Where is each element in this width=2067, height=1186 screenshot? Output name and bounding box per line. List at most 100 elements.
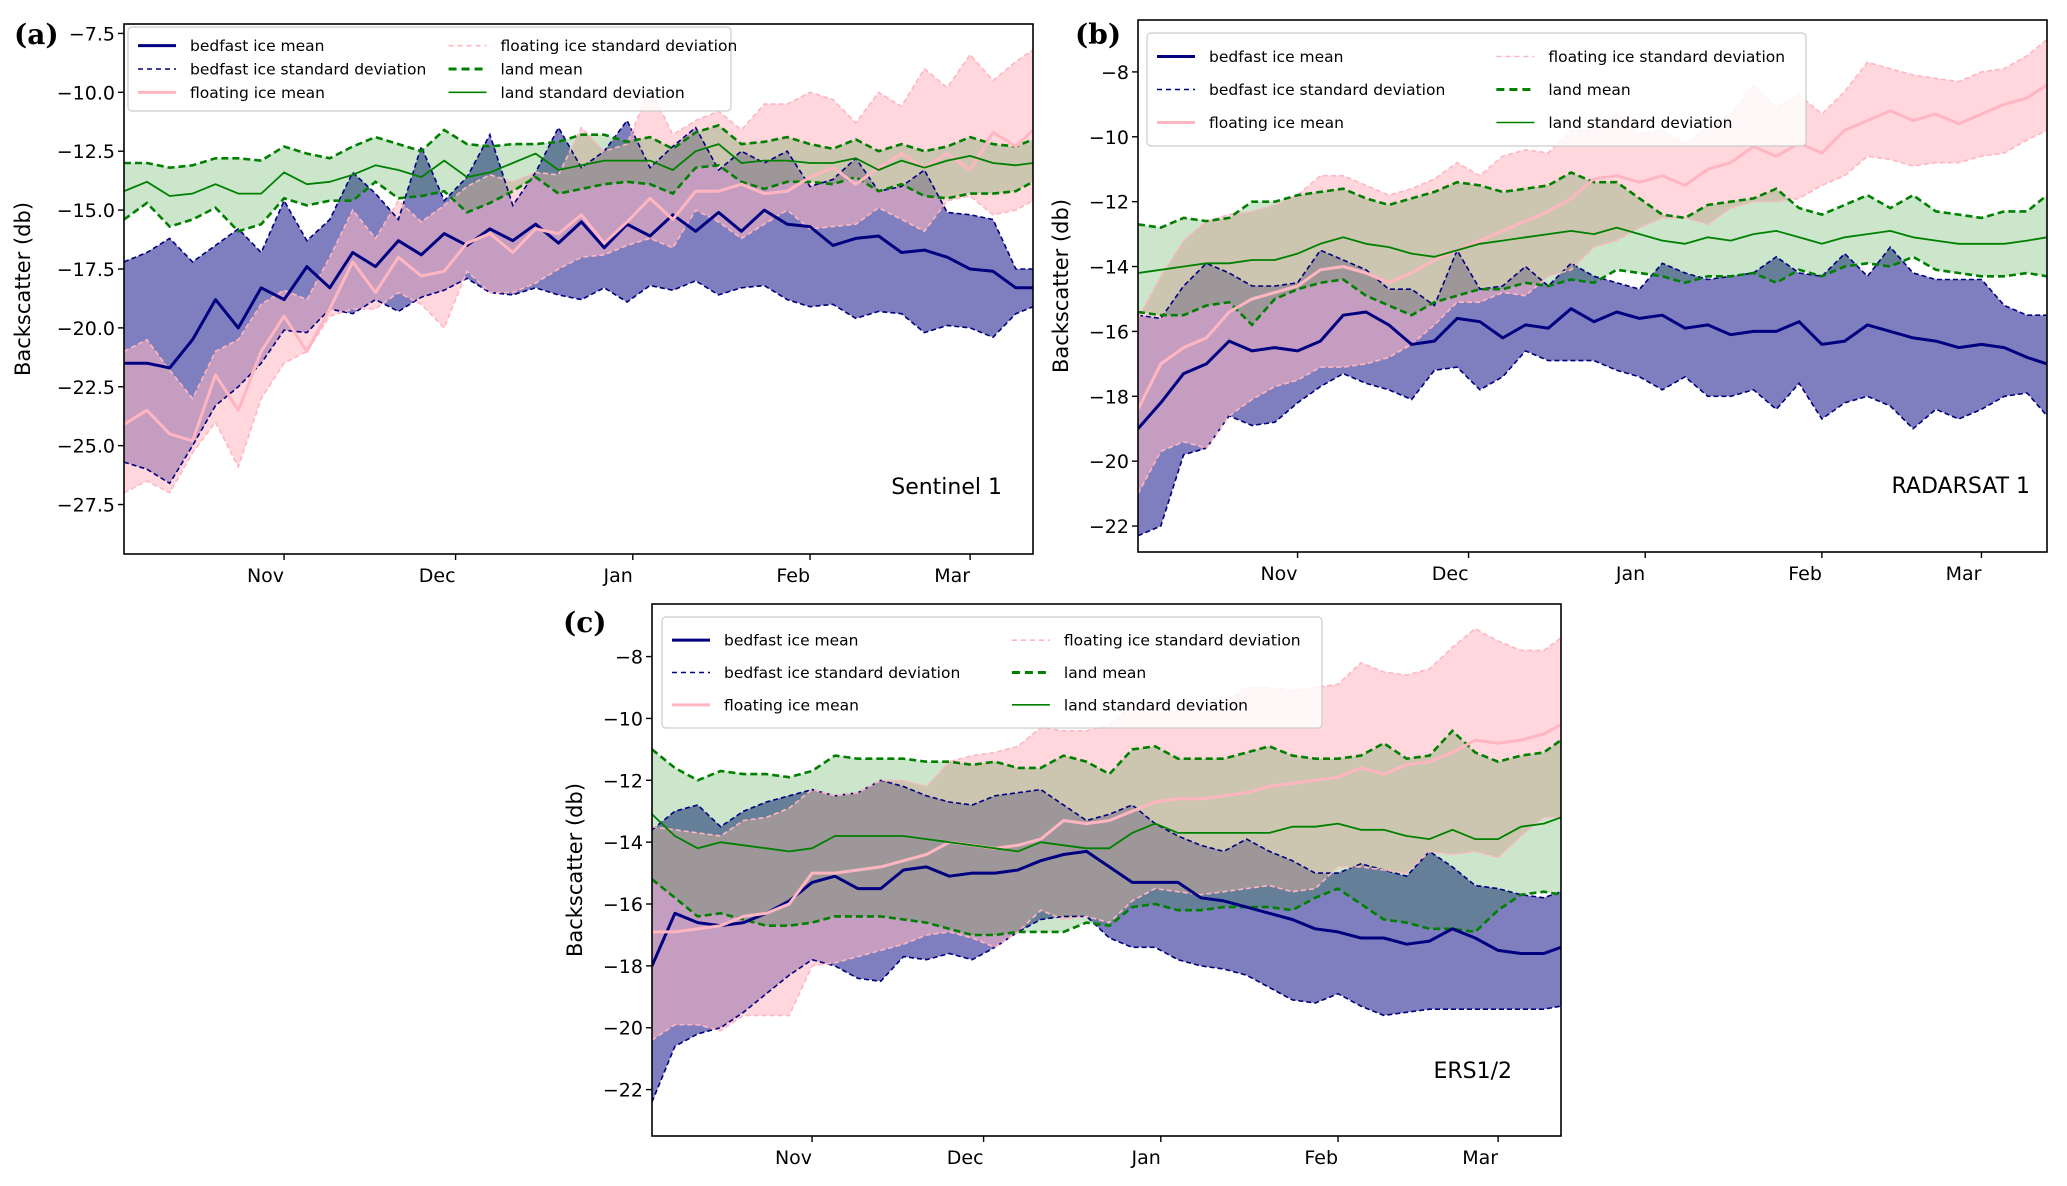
legend-item: bedfast ice mean	[138, 37, 325, 55]
chart-panel-b: −8 −10 −12 −14 −16 −18 −20 −22 Nov Dec Jan Feb Mar Ba…	[1049, 18, 2048, 585]
legend-label: land mean	[501, 61, 583, 79]
floating-ice-std-lower-line	[1138, 129, 2047, 494]
y-tick-label: −20	[603, 1018, 643, 1040]
legend-label: bedfast ice standard deviation	[1209, 81, 1445, 99]
legend-item: bedfast ice standard deviation	[1157, 81, 1445, 99]
y-tick-label: −10	[1089, 127, 1129, 149]
y-tick-label: −25.0	[57, 436, 115, 458]
y-tick-label: −18	[603, 956, 643, 978]
legend-item: floating ice mean	[672, 696, 859, 714]
sensor-annotation: RADARSAT 1	[1892, 474, 2030, 499]
legend-label: bedfast ice standard deviation	[190, 61, 426, 79]
y-tick-label: −22.5	[57, 377, 115, 399]
land-mean-line	[124, 143, 1033, 197]
axes-frame	[123, 23, 1034, 555]
y-tick-label: −22	[1089, 516, 1129, 538]
x-tick-label: Mar	[1462, 1147, 1498, 1169]
land-std-upper-line	[652, 728, 1561, 782]
legend-label: floating ice standard deviation	[501, 37, 738, 55]
y-tick-label: −12.5	[57, 141, 115, 163]
y-tick-label: −16	[603, 894, 643, 916]
y-tick-label: −10.0	[57, 82, 115, 104]
y-tick-label: −14	[603, 832, 643, 854]
plot-area	[652, 627, 1561, 1103]
x-tick-label: Dec	[419, 565, 456, 587]
bedfast-ice-std-lower-line	[1138, 349, 2047, 537]
legend-label: bedfast ice mean	[724, 632, 859, 650]
floating-ice-mean-line	[124, 128, 1033, 443]
x-tick-label: Feb	[1788, 563, 1822, 585]
legend-label: land standard deviation	[1548, 114, 1732, 132]
legend-item: bedfast ice standard deviation	[138, 61, 426, 79]
bedfast-ice-std-lower-line	[652, 915, 1561, 1103]
legend-label: land standard deviation	[1064, 696, 1248, 714]
x-tick-label: Jan	[1615, 563, 1645, 585]
bedfast-ice-std-upper-line	[1138, 245, 2047, 320]
chart-panel-c: −8 −10 −12 −14 −16 −18 −20 −22 Nov Dec Jan Feb Mar Ba…	[563, 603, 1562, 1169]
panel-label: (c)	[563, 606, 607, 639]
legend-item: land standard deviation	[1496, 114, 1733, 132]
land-std-lower-line	[124, 163, 1033, 233]
legend: bedfast ice mean bedfast ice standard dev…	[661, 616, 1323, 729]
panel-label: (b)	[1075, 18, 1121, 51]
bedfast-ice-mean-line	[124, 208, 1033, 370]
land-std-upper-line	[124, 123, 1033, 170]
legend-frame	[127, 26, 732, 112]
x-tick-label: Feb	[776, 565, 810, 587]
floating-ice-mean-line	[1138, 83, 2047, 410]
legend-label: floating ice standard deviation	[1064, 632, 1301, 650]
y-tick-label: −17.5	[57, 259, 115, 281]
land-mean-line	[1138, 226, 2047, 274]
y-tick-label: −20	[1089, 451, 1129, 473]
bedfast-ice-mean-line	[652, 849, 1561, 967]
legend-label: floating ice mean	[190, 84, 325, 102]
legend-label: bedfast ice standard deviation	[724, 664, 960, 682]
legend-item: bedfast ice mean	[672, 632, 859, 650]
legend-item: floating ice standard deviation	[448, 37, 738, 55]
axes-frame	[1137, 19, 2048, 553]
floating-ice-mean-line	[652, 723, 1561, 934]
y-tick-label: −22	[603, 1080, 643, 1102]
y-tick-label: −8	[1101, 62, 1129, 84]
legend-label: floating ice mean	[1209, 114, 1344, 132]
legend-item: floating ice mean	[1157, 114, 1344, 132]
legend-item: land standard deviation	[448, 84, 685, 102]
y-axis-label: Backscatter (db)	[563, 783, 587, 957]
plot-area	[124, 49, 1033, 494]
x-tick-label: Nov	[1260, 563, 1297, 585]
x-tick-label: Jan	[603, 565, 633, 587]
legend-item: land mean	[1496, 81, 1631, 99]
floating-ice-std-band	[652, 628, 1561, 1041]
y-tick-label: −27.5	[57, 495, 115, 517]
x-tick-label: Dec	[1432, 563, 1469, 585]
x-tick-label: Mar	[1946, 563, 1982, 585]
x-tick-label: Nov	[775, 1147, 812, 1169]
legend-item: land mean	[1011, 664, 1146, 682]
x-tick-label: Dec	[947, 1147, 984, 1169]
y-tick-label: −10	[603, 708, 643, 730]
legend-label: bedfast ice mean	[1209, 48, 1344, 66]
y-tick-label: −18	[1089, 386, 1129, 408]
y-tick-label: −12	[603, 770, 643, 792]
y-tick-label: −15.0	[57, 200, 115, 222]
land-std-band	[124, 125, 1033, 232]
y-axis-label: Backscatter (db)	[11, 202, 35, 376]
floating-ice-std-band	[124, 49, 1033, 493]
floating-ice-std-upper-line	[124, 49, 1033, 400]
y-tick-label: −12	[1089, 192, 1129, 214]
sensor-annotation: Sentinel 1	[891, 475, 1002, 500]
legend-item: land standard deviation	[1011, 696, 1248, 714]
legend-item: floating ice standard deviation	[1011, 632, 1301, 650]
y-tick-label: −16	[1089, 321, 1129, 343]
bedfast-ice-std-upper-line	[124, 119, 1033, 270]
legend-label: floating ice standard deviation	[1548, 48, 1785, 66]
legend-label: bedfast ice mean	[190, 37, 325, 55]
land-mean-line	[652, 813, 1561, 853]
legend-label: land mean	[1064, 664, 1146, 682]
legend: bedfast ice mean bedfast ice standard dev…	[1146, 32, 1807, 147]
axes-frame	[651, 603, 1562, 1137]
legend-label: land mean	[1548, 81, 1630, 99]
bedfast-ice-mean-line	[1138, 307, 2047, 430]
x-tick-label: Jan	[1131, 1147, 1161, 1169]
